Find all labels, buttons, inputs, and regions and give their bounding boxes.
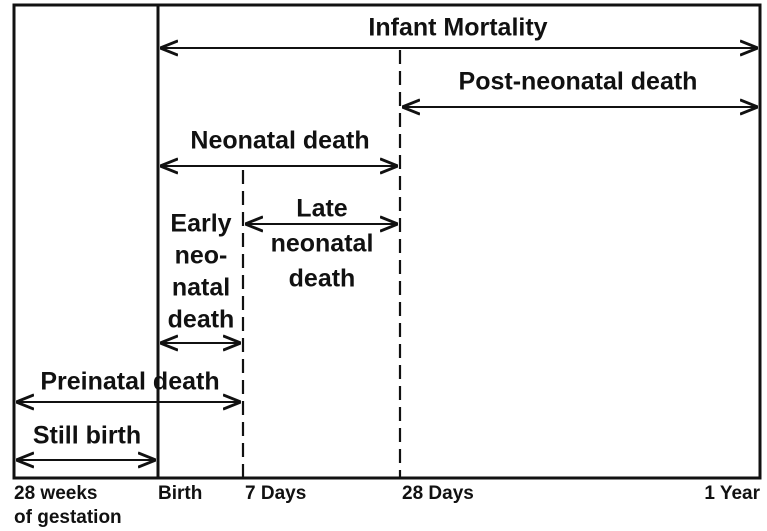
label: natal (172, 274, 230, 302)
label: death (289, 265, 356, 293)
label: Late (296, 195, 348, 223)
timeline-label: 1 Year (704, 483, 760, 504)
timeline-label: of gestation (14, 507, 122, 528)
timeline-label: 7 Days (245, 483, 306, 504)
label: Neonatal death (190, 127, 369, 155)
timeline-label: 28 Days (402, 483, 474, 504)
label: Post-neonatal death (459, 68, 698, 96)
label: Infant Mortality (368, 14, 547, 42)
label: Still birth (33, 422, 141, 450)
label: Preinatal death (40, 368, 219, 396)
timeline-label: 28 weeks (14, 483, 97, 504)
timeline-label: Birth (158, 483, 202, 504)
label: death (168, 306, 235, 334)
label: neonatal (271, 230, 374, 258)
label: neo- (175, 242, 228, 270)
label: Early (170, 210, 231, 238)
frame (12, 3, 762, 480)
